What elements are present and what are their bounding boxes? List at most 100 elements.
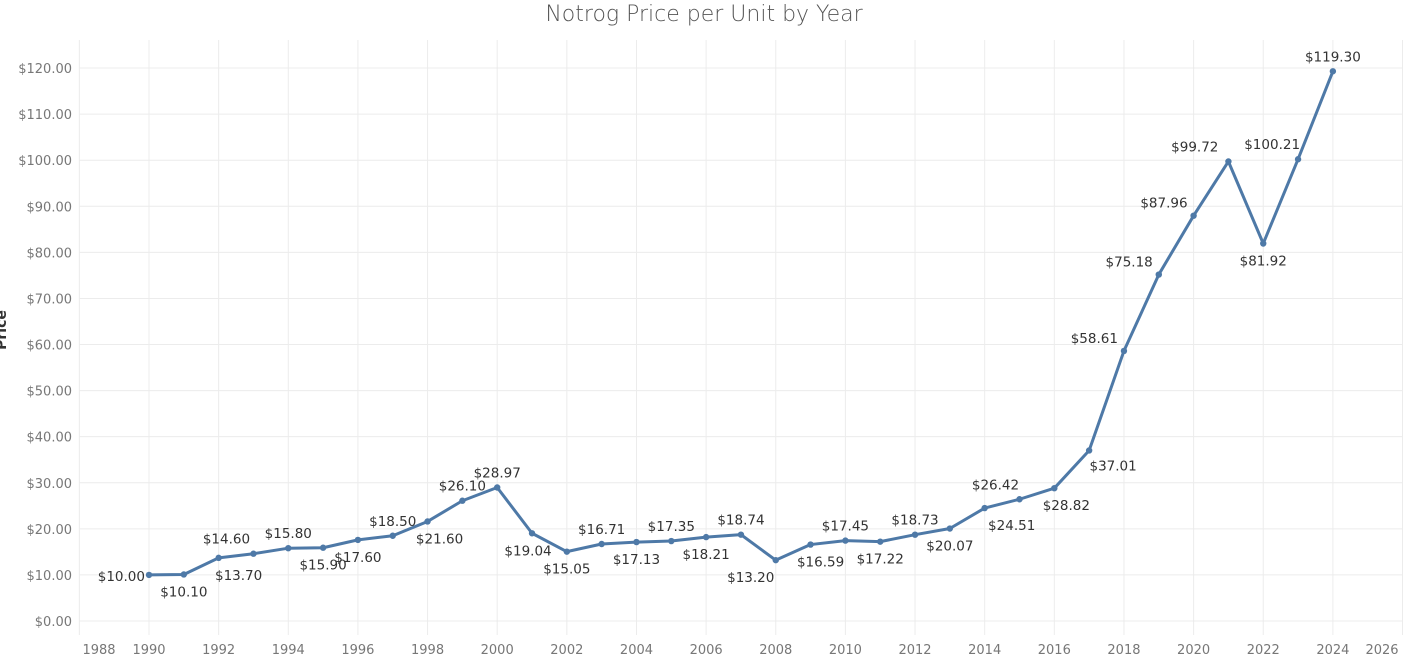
data-label: $28.97	[474, 466, 521, 482]
x-tick-label: 2006	[690, 643, 723, 658]
x-tick-label: 2022	[1247, 643, 1280, 658]
data-label: $13.70	[215, 568, 262, 584]
data-label: $19.04	[504, 543, 551, 559]
data-label: $15.80	[265, 526, 312, 542]
y-tick-label: $0.00	[35, 615, 72, 630]
data-point	[215, 554, 222, 562]
x-tick-label: 1998	[411, 643, 444, 658]
y-tick-label: $120.00	[18, 62, 72, 77]
data-label: $17.35	[648, 519, 695, 535]
x-tick-label: 2010	[829, 643, 862, 658]
data-label: $13.20	[727, 570, 774, 586]
data-point	[1085, 447, 1093, 454]
data-point	[842, 537, 849, 544]
data-point	[563, 548, 571, 555]
x-tick-label: 2002	[550, 643, 583, 658]
x-tick-label: 2000	[481, 643, 514, 658]
y-tick-label: $20.00	[27, 523, 73, 538]
data-point	[319, 544, 327, 551]
data-point	[250, 550, 257, 557]
series-line	[148, 70, 1335, 577]
data-label: $99.72	[1171, 139, 1218, 155]
x-tick-label: 2026	[1365, 643, 1398, 658]
data-label: $37.01	[1090, 458, 1137, 474]
x-tick-label: 2024	[1316, 643, 1349, 658]
data-point	[389, 532, 396, 539]
data-point	[911, 531, 919, 538]
x-tick-label: 2012	[898, 643, 931, 658]
data-label: $17.60	[334, 550, 381, 566]
data-point	[1051, 484, 1058, 492]
data-label: $17.13	[613, 552, 660, 568]
data-label: $75.18	[1106, 255, 1153, 271]
data-label: $16.71	[578, 522, 625, 538]
data-point	[877, 538, 884, 545]
x-tick-label: 2018	[1107, 643, 1140, 658]
data-point	[1225, 158, 1232, 165]
data-point	[633, 538, 640, 546]
data-label: $16.59	[797, 555, 844, 571]
data-point	[668, 537, 675, 545]
x-tick-label: 1990	[132, 643, 165, 658]
x-tick-label: 2008	[759, 643, 792, 658]
y-tick-label: $60.00	[27, 339, 73, 354]
x-tick-label: 2014	[968, 643, 1001, 658]
data-label: $18.21	[682, 547, 729, 563]
x-tick-label: 1992	[202, 643, 235, 658]
data-label: $87.96	[1140, 196, 1187, 212]
data-point	[285, 544, 292, 552]
data-label: $28.82	[1043, 498, 1090, 514]
data-label: $58.61	[1071, 331, 1118, 347]
data-label: $21.60	[416, 531, 463, 547]
data-point	[459, 497, 466, 504]
data-label: $100.21	[1244, 137, 1300, 153]
y-tick-label: $110.00	[18, 108, 72, 123]
data-point	[702, 533, 710, 541]
data-point	[494, 484, 501, 491]
y-tick-label: $10.00	[27, 569, 73, 584]
data-label: $20.07	[926, 539, 973, 555]
data-point	[772, 556, 779, 564]
data-label: $10.00	[98, 569, 145, 585]
data-label: $26.10	[439, 479, 486, 495]
data-point	[180, 571, 188, 578]
data-label: $24.51	[988, 518, 1035, 534]
y-tick-label: $30.00	[27, 477, 73, 492]
x-tick-label: 1988	[82, 643, 115, 658]
y-tick-label: $90.00	[27, 200, 73, 215]
x-tick-label: 2020	[1177, 643, 1210, 658]
data-label: $17.22	[857, 552, 904, 568]
x-tick-label: 2004	[620, 643, 653, 658]
data-point	[354, 536, 362, 544]
data-point	[807, 541, 814, 548]
data-point	[598, 540, 605, 548]
data-point	[981, 504, 988, 512]
data-point	[1260, 240, 1267, 247]
x-tick-label: 1994	[272, 643, 305, 658]
data-point	[1190, 212, 1197, 219]
data-label: $18.50	[369, 514, 416, 530]
data-point	[1016, 496, 1023, 503]
y-tick-label: $50.00	[27, 385, 73, 400]
data-label: $15.90	[299, 558, 346, 574]
x-tick-label: 2016	[1038, 643, 1071, 658]
data-label: $14.60	[203, 532, 250, 548]
data-point	[1294, 156, 1302, 163]
data-point	[1120, 347, 1128, 355]
data-label: $10.10	[160, 584, 207, 600]
data-label: $18.73	[891, 513, 938, 529]
y-tick-label: $70.00	[27, 292, 73, 307]
data-point	[1329, 68, 1337, 75]
data-label: $81.92	[1240, 254, 1287, 270]
y-tick-label: $40.00	[27, 431, 73, 446]
data-label: $18.74	[717, 513, 764, 529]
data-label: $119.30	[1305, 49, 1361, 65]
chart-title: Notrog Price per Unit by Year	[545, 2, 863, 27]
x-tick-label: 1996	[341, 643, 374, 658]
data-point	[424, 518, 431, 525]
data-label: $26.42	[972, 477, 1019, 493]
data-point	[145, 571, 153, 579]
data-point	[1155, 271, 1162, 278]
y-axis-label: Price	[0, 310, 10, 350]
